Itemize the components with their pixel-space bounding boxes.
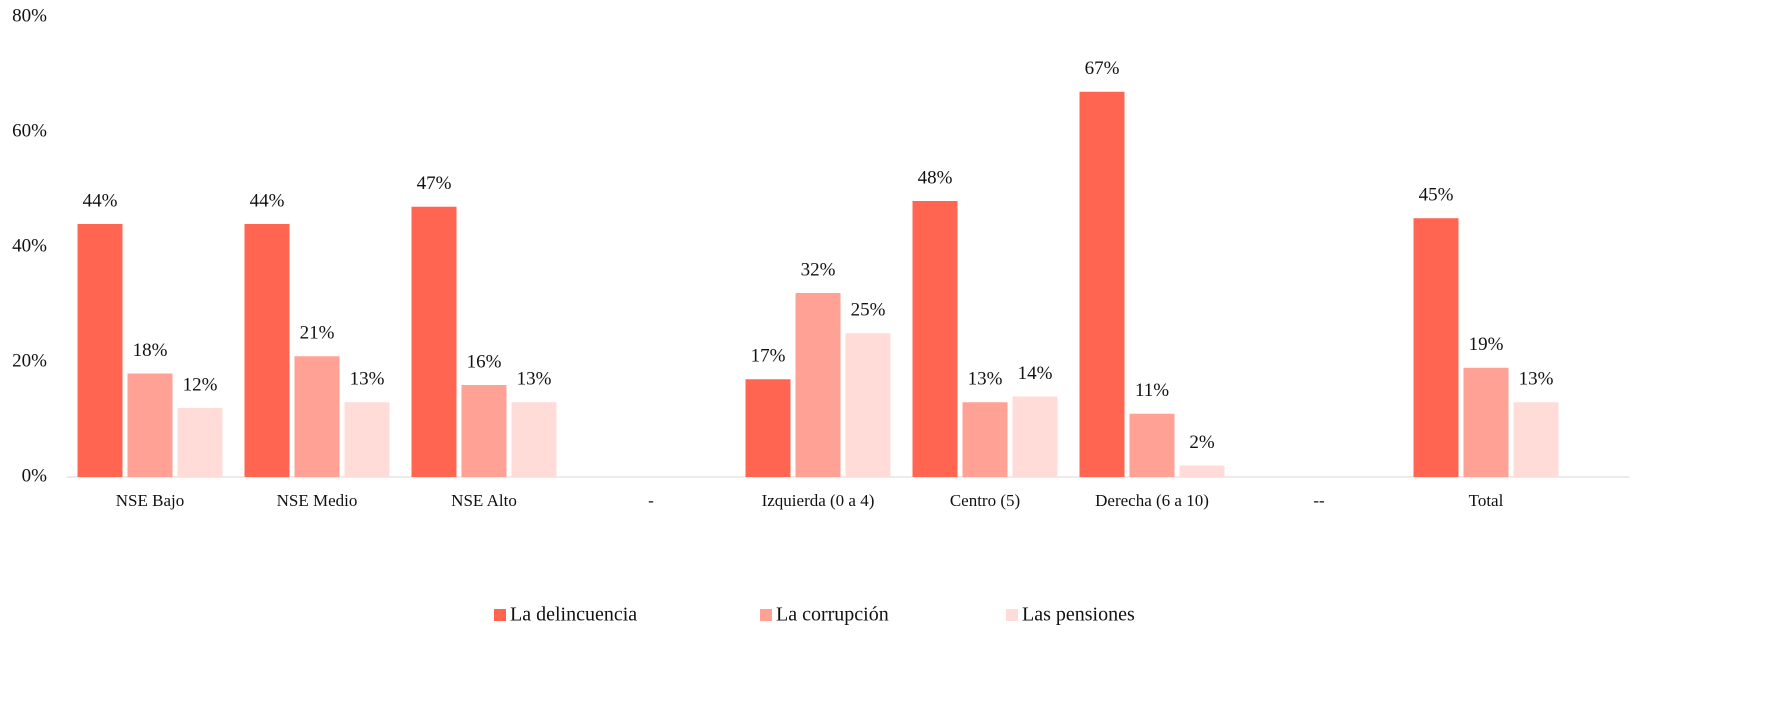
- bar: [1079, 91, 1125, 477]
- value-label: 13%: [350, 369, 385, 390]
- legend-label: La delincuencia: [510, 604, 637, 626]
- bar: [511, 402, 557, 477]
- value-label: 21%: [300, 323, 335, 344]
- bar: [962, 402, 1008, 477]
- legend-swatch: [494, 609, 506, 621]
- bar: [745, 379, 791, 477]
- bar: [845, 333, 891, 477]
- bar: [912, 201, 958, 477]
- bar: [1012, 396, 1058, 477]
- value-label: 48%: [918, 167, 953, 188]
- x-tick-label: NSE Bajo: [116, 491, 184, 510]
- value-label: 13%: [968, 369, 1003, 390]
- y-tick-label: 20%: [12, 350, 47, 371]
- bar: [344, 402, 390, 477]
- y-tick-label: 80%: [12, 5, 47, 26]
- bar: [1463, 367, 1509, 477]
- value-label: 13%: [1519, 369, 1554, 390]
- y-tick-label: 40%: [12, 235, 47, 256]
- value-label: 12%: [183, 374, 218, 395]
- x-tick-label: -: [648, 491, 654, 510]
- bar: [1513, 402, 1559, 477]
- x-tick-label: Total: [1469, 491, 1504, 510]
- bar: [177, 408, 223, 477]
- value-label: 16%: [467, 351, 502, 372]
- value-label: 67%: [1085, 58, 1120, 79]
- bar: [294, 356, 340, 477]
- bar: [411, 206, 457, 477]
- legend-label: Las pensiones: [1022, 604, 1135, 626]
- x-tick-label: Izquierda (0 a 4): [762, 491, 875, 510]
- value-label: 45%: [1419, 185, 1454, 206]
- x-tick-label: NSE Medio: [277, 491, 358, 510]
- legend-label: La corrupción: [776, 604, 889, 626]
- value-label: 44%: [250, 190, 285, 211]
- x-tick-label: NSE Alto: [451, 491, 517, 510]
- bar: [77, 224, 123, 477]
- y-tick-label: 0%: [22, 465, 48, 486]
- value-label: 47%: [417, 173, 452, 194]
- bar: [461, 385, 507, 477]
- value-label: 2%: [1189, 432, 1215, 453]
- value-label: 18%: [133, 340, 168, 361]
- value-label: 25%: [851, 300, 886, 321]
- value-label: 32%: [801, 259, 836, 280]
- value-label: 44%: [83, 190, 118, 211]
- value-label: 14%: [1018, 363, 1053, 384]
- x-tick-label: Centro (5): [950, 491, 1020, 510]
- value-label: 11%: [1135, 380, 1169, 401]
- legend-swatch: [760, 609, 772, 621]
- x-tick-label: --: [1313, 491, 1325, 510]
- bar: [795, 293, 841, 477]
- value-label: 19%: [1469, 334, 1504, 355]
- bar: [127, 373, 173, 477]
- value-label: 17%: [751, 346, 786, 367]
- value-label: 13%: [517, 369, 552, 390]
- y-tick-label: 60%: [12, 120, 47, 141]
- bar: [244, 224, 290, 477]
- legend-swatch: [1006, 609, 1018, 621]
- bar: [1179, 465, 1225, 477]
- bar: [1129, 413, 1175, 477]
- x-tick-label: Derecha (6 a 10): [1095, 491, 1209, 510]
- bar: [1413, 218, 1459, 477]
